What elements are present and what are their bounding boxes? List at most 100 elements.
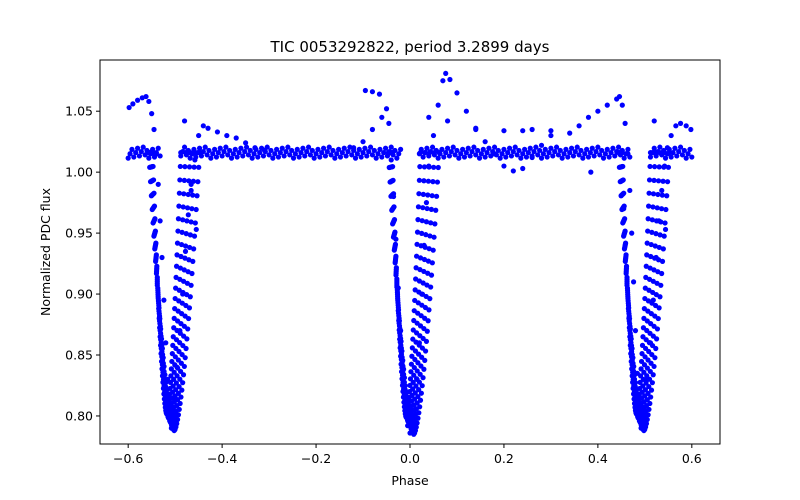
eclipse-point <box>388 193 394 199</box>
data-point <box>501 128 507 134</box>
data-point <box>668 132 674 139</box>
eclipse-point <box>435 164 441 171</box>
baseline-point <box>503 154 509 160</box>
x-axis-label: Phase <box>391 473 429 488</box>
eclipse-point <box>643 263 649 269</box>
eclipse-point <box>177 376 183 382</box>
baseline-point <box>595 144 601 150</box>
eclipse-point <box>185 326 191 332</box>
baseline-point <box>647 154 654 160</box>
data-point <box>473 125 479 131</box>
eclipse-point <box>413 376 420 382</box>
data-point <box>567 130 573 136</box>
baseline-point <box>337 154 344 160</box>
baseline-point <box>480 146 486 152</box>
baseline-point <box>289 147 295 154</box>
eclipse-point <box>410 386 416 392</box>
baseline-point <box>553 144 560 150</box>
eclipse-point <box>420 375 426 381</box>
data-point <box>520 128 526 134</box>
eclipse-point <box>397 328 403 334</box>
baseline-point <box>482 154 488 160</box>
eclipse-point <box>621 233 627 239</box>
baseline-point <box>382 145 389 151</box>
baseline-point <box>275 154 282 160</box>
baseline-point <box>388 144 394 150</box>
data-point <box>677 120 684 126</box>
eclipse-point <box>627 326 633 332</box>
eclipse-point <box>395 296 401 302</box>
baseline-point <box>221 148 227 155</box>
y-axis-ticks: 0.80 0.85 0.90 0.95 1.00 1.05 <box>65 104 100 423</box>
baseline-point <box>456 155 462 161</box>
baseline-point <box>204 152 210 158</box>
baseline-point <box>360 150 366 156</box>
eclipse-point <box>155 294 161 300</box>
eclipse-point <box>646 383 652 390</box>
eclipse-point <box>421 164 428 170</box>
baseline-point <box>219 153 225 159</box>
baseline-point <box>131 154 137 160</box>
baseline-point <box>490 148 496 155</box>
eclipse-point <box>160 355 166 361</box>
eclipse-point <box>163 380 169 386</box>
eclipse-point <box>645 412 651 418</box>
data-point <box>576 123 582 129</box>
eclipse-point <box>173 263 180 269</box>
eclipse-point <box>618 193 624 199</box>
eclipse-point <box>428 220 434 226</box>
eclipse-point <box>154 282 160 288</box>
data-point <box>360 139 366 145</box>
eclipse-point <box>422 244 428 250</box>
baseline-point <box>304 148 310 155</box>
baseline-point <box>258 145 265 151</box>
baseline-point <box>538 155 545 161</box>
data-point <box>529 126 535 133</box>
baseline-point <box>467 153 473 159</box>
y-tick-label: 1.00 <box>65 165 93 180</box>
eclipse-point <box>187 232 193 238</box>
eclipse-point <box>180 380 186 386</box>
baseline-point <box>294 146 300 152</box>
eclipse-point <box>180 204 186 210</box>
baseline-point <box>651 145 657 151</box>
eclipse-point <box>647 150 654 156</box>
baseline-point <box>125 155 131 161</box>
eclipse-point <box>168 366 174 372</box>
baseline-point <box>542 146 548 152</box>
data-point <box>369 89 376 95</box>
data-point <box>369 126 376 133</box>
eclipse-point <box>420 205 426 211</box>
eclipse-point <box>159 345 165 352</box>
eclipse-point <box>184 218 190 224</box>
baseline-point <box>285 144 291 150</box>
baseline-point <box>225 152 231 158</box>
data-point <box>444 118 451 124</box>
eclipse-point <box>654 326 661 332</box>
baseline-point <box>587 150 593 156</box>
eclipse-point <box>191 233 198 239</box>
baseline-point <box>311 155 317 161</box>
eclipse-point <box>196 150 203 156</box>
baseline-point <box>546 150 552 156</box>
baseline-point <box>488 153 494 159</box>
eclipse-point <box>659 258 666 264</box>
data-point <box>200 123 206 129</box>
eclipse-point <box>164 387 170 393</box>
eclipse-point <box>660 246 666 252</box>
baseline-point <box>270 155 276 161</box>
eclipse-point <box>430 179 436 185</box>
eclipse-point <box>644 252 650 258</box>
eclipse-point <box>413 383 419 389</box>
eclipse-point <box>628 336 634 342</box>
eclipse-point <box>392 260 398 266</box>
eclipse-point <box>632 380 639 386</box>
eclipse-point <box>433 207 439 213</box>
eclipse-point <box>645 228 651 234</box>
data-point <box>143 93 149 100</box>
baseline-point <box>441 154 447 160</box>
eclipse-point <box>647 400 653 407</box>
baseline-point <box>223 144 229 150</box>
data-point <box>659 187 665 194</box>
eclipse-point <box>425 270 431 276</box>
